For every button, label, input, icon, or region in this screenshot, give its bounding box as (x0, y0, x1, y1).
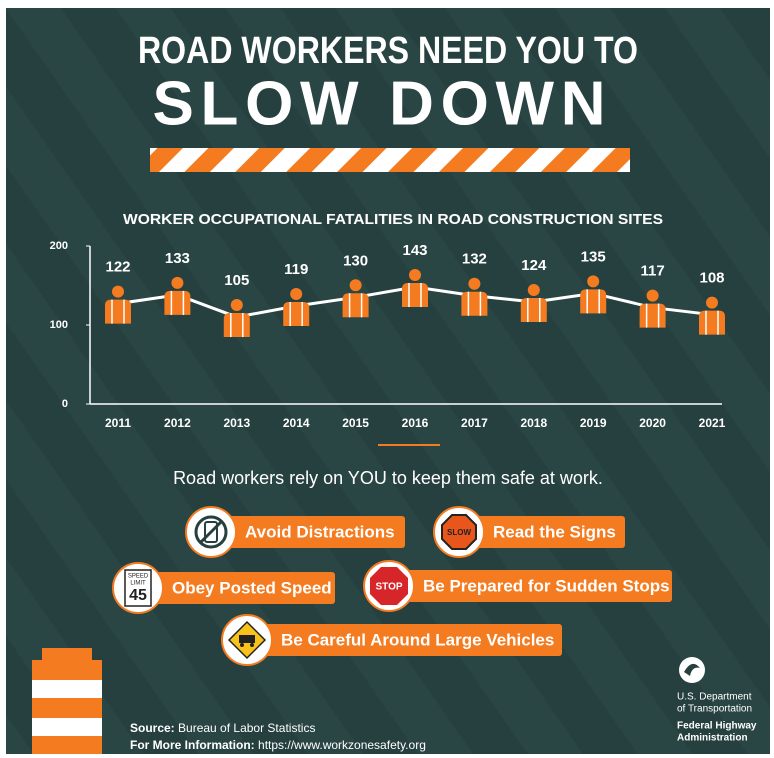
value-label: 108 (699, 270, 724, 287)
value-label: 124 (521, 257, 547, 274)
worker-head (468, 278, 480, 290)
worker-head (171, 277, 183, 289)
worker-body (580, 289, 606, 313)
worker-body (343, 293, 369, 317)
worker-body (224, 313, 250, 337)
tip-text: Avoid Distractions (245, 522, 395, 541)
icon (250, 643, 254, 647)
x-tick-label: 2011 (105, 416, 131, 430)
y-tick-label: 0 (62, 398, 68, 410)
worker-body (461, 292, 487, 316)
worker-head (647, 290, 659, 302)
x-tick-label: 2018 (520, 416, 547, 430)
title-line1: ROAD WORKERS NEED YOU TO (138, 30, 638, 72)
x-tick-label: 2016 (402, 416, 429, 430)
value-label: 135 (581, 248, 606, 265)
icon (240, 643, 244, 647)
worker-body (105, 300, 131, 324)
worker-body (283, 302, 309, 326)
info-url[interactable]: https://www.workzonesafety.org (258, 738, 426, 752)
barrier-stripe (150, 148, 630, 172)
tip-text: Obey Posted Speed (172, 578, 332, 597)
cone-body (32, 660, 102, 754)
icon-text: LIMIT (130, 581, 146, 587)
x-tick-label: 2015 (342, 416, 369, 430)
value-label: 130 (343, 252, 368, 269)
worker-head (231, 299, 243, 311)
icon (239, 635, 255, 643)
value-label: 122 (105, 259, 130, 276)
worker-head (350, 279, 362, 291)
x-tick-label: 2021 (699, 416, 726, 430)
worker-body (640, 304, 666, 328)
icon-text: SLOW (447, 528, 471, 537)
value-label: 133 (165, 250, 190, 267)
y-tick-label: 200 (50, 240, 68, 252)
info: For More Information: https://www.workzo… (130, 738, 426, 752)
tip-text: Read the Signs (493, 522, 616, 541)
value-label: 119 (284, 261, 308, 278)
source: Source: Bureau of Labor Statistics (130, 721, 315, 735)
worker-body (164, 291, 190, 315)
worker-body (402, 283, 428, 307)
x-tick-label: 2013 (223, 416, 250, 430)
cone-stripe (32, 718, 102, 736)
worker-head (528, 284, 540, 296)
logo-text: of Transportation (677, 704, 752, 715)
y-tick-label: 100 (50, 319, 68, 331)
worker-head (112, 286, 124, 298)
x-tick-label: 2020 (639, 416, 666, 430)
icon-text: STOP (375, 582, 402, 593)
x-tick-label: 2017 (461, 416, 488, 430)
traffic-cone (32, 648, 102, 754)
tip-text: Be Prepared for Sudden Stops (423, 576, 670, 595)
worker-body (699, 311, 725, 335)
icon-text: SPEED (128, 574, 149, 580)
logo-text: Administration (677, 733, 748, 744)
value-label: 143 (402, 242, 427, 259)
logo-text: U.S. Department (677, 692, 752, 703)
chart-title: WORKER OCCUPATIONAL FATALITIES IN ROAD C… (123, 211, 663, 228)
x-tick-label: 2012 (164, 416, 191, 430)
x-tick-label: 2019 (580, 416, 607, 430)
worker-head (409, 269, 421, 281)
worker-head (290, 288, 302, 300)
infographic: ROAD WORKERS NEED YOU TO SLOW DOWN WORKE… (0, 0, 774, 758)
value-label: 105 (224, 272, 249, 289)
x-tick-label: 2014 (283, 416, 310, 430)
title-line2: SLOW DOWN (153, 69, 628, 138)
source-text: Bureau of Labor Statistics (178, 721, 315, 735)
page: {"header": {"line1": "ROAD WORKERS NEED … (0, 0, 774, 758)
worker-body (521, 298, 547, 322)
logo-text: Federal Highway (677, 721, 757, 732)
icon-text: 45 (129, 587, 147, 604)
worker-head (587, 275, 599, 287)
tip-text: Be Careful Around Large Vehicles (281, 630, 554, 649)
value-label: 132 (462, 251, 487, 268)
cone-stripe (32, 680, 102, 698)
info-label: For More Information: (130, 738, 255, 752)
source-label: Source: (130, 721, 175, 735)
worker-head (706, 297, 718, 309)
value-label: 117 (640, 263, 664, 280)
cone-top (42, 648, 92, 660)
tagline: Road workers rely on YOU to keep them sa… (173, 468, 603, 488)
